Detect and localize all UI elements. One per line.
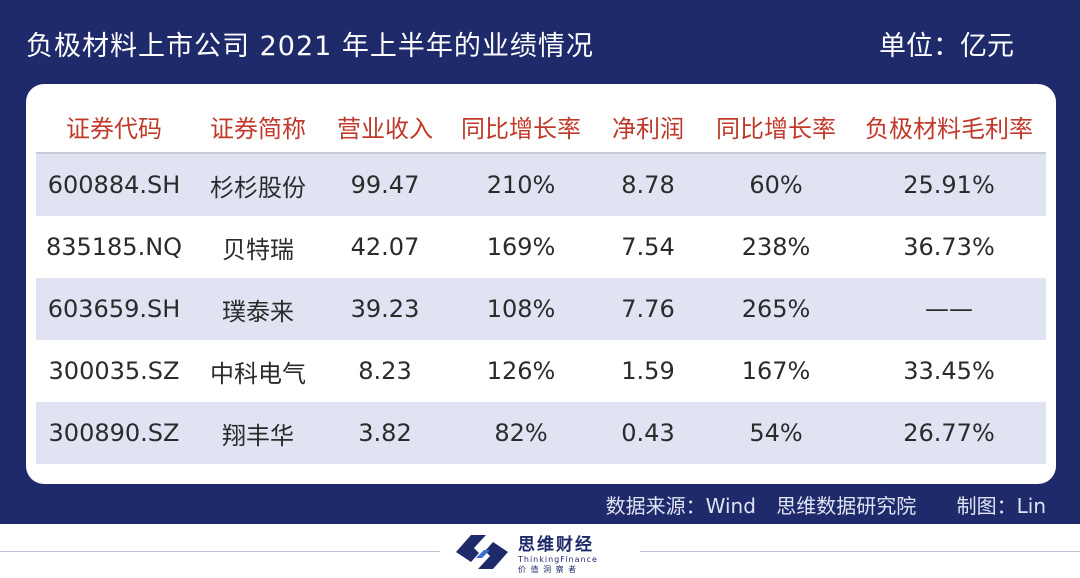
cell-name: 翔丰华 <box>222 421 294 450</box>
column-header-revenue-growth: 同比增长率 <box>461 114 581 143</box>
brand-logo: 思维财经 ThinkingFinance 价 值 洞 察 者 <box>452 530 598 574</box>
cell-net-profit: 1.59 <box>621 357 675 385</box>
cell-code: 300035.SZ <box>48 357 180 385</box>
cell-revenue-growth: 210% <box>486 171 556 199</box>
institute-label: 思维数据研究院 <box>776 494 917 518</box>
source-note: 数据来源：Wind 思维数据研究院 制图：Lin <box>592 490 1046 519</box>
cell-net-profit: 0.43 <box>621 419 675 447</box>
cell-revenue: 99.47 <box>350 171 420 199</box>
column-header-net-profit: 净利润 <box>612 114 684 143</box>
column-header-gross-margin: 负极材料毛利率 <box>865 114 1033 143</box>
logo-english: ThinkingFinance <box>518 554 598 564</box>
cell-net-profit: 7.54 <box>621 233 675 261</box>
column-header-name: 证券简称 <box>210 114 306 143</box>
table-row: 835185.NQ 贝特瑞 42.07 169% 7.54 238% 36.73… <box>36 216 1046 278</box>
table-card: 证券代码 证券简称 营业收入 同比增长率 净利润 同比增长率 负极材料毛利率 6… <box>26 84 1056 484</box>
table-header-row: 证券代码 证券简称 营业收入 同比增长率 净利润 同比增长率 负极材料毛利率 <box>36 100 1046 154</box>
cell-gross-margin: 25.91% <box>903 171 995 199</box>
table-row: 600884.SH 杉杉股份 99.47 210% 8.78 60% 25.91… <box>36 154 1046 216</box>
cell-revenue-growth: 82% <box>494 419 548 447</box>
author-label: 制图：Lin <box>956 494 1046 518</box>
cell-code: 603659.SH <box>47 295 181 323</box>
cell-revenue-growth: 108% <box>486 295 556 323</box>
logo-tagline: 价 值 洞 察 者 <box>518 564 578 574</box>
cell-net-profit: 7.76 <box>621 295 675 323</box>
logo-mark-icon <box>456 535 508 569</box>
source-label: 数据来源：Wind <box>605 494 756 518</box>
cell-revenue: 42.07 <box>350 233 420 261</box>
footer-divider-left <box>0 551 440 552</box>
table-row: 300035.SZ 中科电气 8.23 126% 1.59 167% 33.45… <box>36 340 1046 402</box>
column-header-revenue: 营业收入 <box>337 114 433 143</box>
cell-name: 杉杉股份 <box>210 173 306 202</box>
cell-code: 300890.SZ <box>48 419 180 447</box>
cell-revenue-growth: 169% <box>486 233 556 261</box>
data-table: 证券代码 证券简称 营业收入 同比增长率 净利润 同比增长率 负极材料毛利率 6… <box>36 100 1046 464</box>
cell-profit-growth: 54% <box>749 419 803 447</box>
logo-name: 思维财经 <box>518 534 594 555</box>
cell-gross-margin: 26.77% <box>903 419 995 447</box>
cell-profit-growth: 265% <box>741 295 811 323</box>
cell-revenue: 8.23 <box>358 357 412 385</box>
cell-gross-margin: —— <box>925 295 973 323</box>
unit-label: 单位：亿元 <box>879 31 1014 62</box>
cell-gross-margin: 33.45% <box>903 357 995 385</box>
cell-code: 835185.NQ <box>45 233 183 261</box>
cell-name: 璞泰来 <box>222 297 294 326</box>
cell-revenue-growth: 126% <box>486 357 556 385</box>
table-row: 603659.SH 璞泰来 39.23 108% 7.76 265% —— <box>36 278 1046 340</box>
cell-profit-growth: 167% <box>741 357 811 385</box>
page-title: 负极材料上市公司 2021 年上半年的业绩情况 <box>26 31 594 62</box>
column-header-code: 证券代码 <box>66 114 162 143</box>
cell-profit-growth: 60% <box>749 171 803 199</box>
cell-name: 贝特瑞 <box>222 235 294 264</box>
cell-revenue: 39.23 <box>350 295 420 323</box>
cell-code: 600884.SH <box>47 171 181 199</box>
header-panel: 负极材料上市公司 2021 年上半年的业绩情况 单位：亿元 证券代码 证券简称 … <box>0 0 1080 524</box>
cell-gross-margin: 36.73% <box>903 233 995 261</box>
cell-profit-growth: 238% <box>741 233 811 261</box>
column-header-profit-growth: 同比增长率 <box>716 114 836 143</box>
cell-name: 中科电气 <box>210 359 306 388</box>
footer-divider-right <box>640 551 1080 552</box>
cell-net-profit: 8.78 <box>621 171 675 199</box>
cell-revenue: 3.82 <box>358 419 412 447</box>
table-row: 300890.SZ 翔丰华 3.82 82% 0.43 54% 26.77% <box>36 402 1046 464</box>
